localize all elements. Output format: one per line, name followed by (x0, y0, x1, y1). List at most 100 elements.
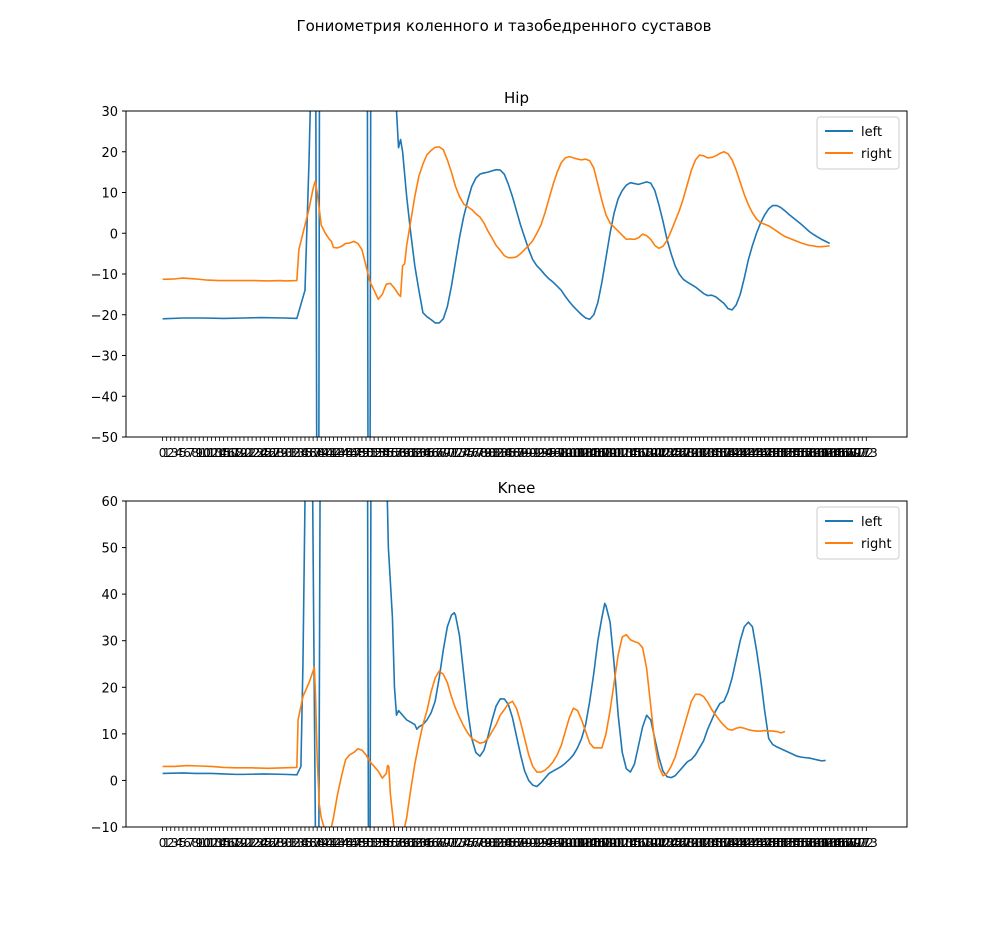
knee-axes-frame (125, 500, 908, 828)
hip-xtick-label: 70 (440, 446, 455, 460)
hip-xtick-label: 48 (350, 446, 365, 460)
knee-xtick-label: 145 (741, 836, 764, 850)
knee-xtick-label: 41 (322, 836, 337, 850)
knee-xtick-label: 150 (761, 836, 784, 850)
hip-axes: Hip−50−40−30−20−100102030012345678910111… (91, 89, 908, 460)
hip-xtick-label: 140 (721, 446, 744, 460)
hip-xtick-label: 57 (387, 446, 402, 460)
hip-xtick-label: 3 (171, 446, 179, 460)
hip-xtick-label: 138 (713, 446, 736, 460)
knee-xtick-label: 119 (635, 836, 658, 850)
hip-xtick-label: 108 (590, 446, 613, 460)
knee-xtick-label: 172 (851, 836, 874, 850)
knee-xtick-label: 59 (395, 836, 410, 850)
hip-xtick-label: 134 (696, 446, 719, 460)
hip-xtick-label: 60 (399, 446, 414, 460)
knee-xtick-label: 160 (802, 836, 825, 850)
knee-xtick-label: 121 (643, 836, 666, 850)
knee-ytick-label: 60 (101, 495, 118, 510)
hip-xtick-label: 104 (574, 446, 597, 460)
hip-ytick-label: −20 (91, 309, 118, 324)
hip-xtick-label: 29 (273, 446, 288, 460)
hip-xtick-label: 44 (334, 446, 349, 460)
hip-xtick-label: 135 (700, 446, 723, 460)
hip-xtick-label: 97 (550, 446, 565, 460)
knee-legend-label-right: right (861, 537, 892, 552)
hip-xtick-label: 51 (362, 446, 377, 460)
hip-xtick-label: 156 (786, 446, 809, 460)
knee-xtick-label: 153 (774, 836, 797, 850)
hip-xtick-label: 142 (729, 446, 752, 460)
knee-xtick-label: 82 (489, 836, 504, 850)
knee-xtick-label: 33 (289, 836, 304, 850)
hip-xtick-label: 95 (541, 446, 556, 460)
knee-ytick-label: 0 (110, 774, 118, 789)
hip-xtick-label: 39 (314, 446, 329, 460)
knee-xtick-label: 86 (505, 836, 520, 850)
knee-xtick-label: 151 (765, 836, 788, 850)
knee-xtick-label: 2 (167, 836, 175, 850)
hip-xtick-label: 106 (582, 446, 605, 460)
knee-xtick-label: 163 (814, 836, 837, 850)
knee-xtick-label: 99 (558, 836, 573, 850)
knee-xtick-label: 63 (411, 836, 426, 850)
knee-xtick-label: 48 (350, 836, 365, 850)
knee-xtick-label: 147 (749, 836, 772, 850)
hip-ytick-label: 30 (101, 105, 118, 120)
hip-chart-title: Hip (504, 89, 529, 107)
hip-xtick-label: 73 (452, 446, 467, 460)
hip-xtick-label: 5 (179, 446, 187, 460)
hip-xtick-label: 98 (554, 446, 569, 460)
hip-xtick-label: 59 (395, 446, 410, 460)
knee-xtick-label: 112 (607, 836, 630, 850)
knee-xtick-label: 30 (277, 836, 292, 850)
hip-xtick-label: 172 (851, 446, 874, 460)
hip-xtick-label: 107 (586, 446, 609, 460)
hip-xtick-label: 88 (513, 446, 528, 460)
hip-xtick-label: 137 (708, 446, 731, 460)
knee-xtick-label: 83 (493, 836, 508, 850)
hip-xtick-label: 173 (855, 446, 878, 460)
knee-xtick-label: 170 (843, 836, 866, 850)
knee-xtick-label: 88 (513, 836, 528, 850)
knee-xtick-label: 12 (204, 836, 219, 850)
hip-xtick-label: 139 (717, 446, 740, 460)
hip-xtick-label: 30 (277, 446, 292, 460)
hip-xtick-label: 124 (656, 446, 679, 460)
hip-xtick-label: 77 (468, 446, 483, 460)
hip-xtick-label: 4 (175, 446, 183, 460)
knee-xtick-label: 146 (745, 836, 768, 850)
hip-xtick-label: 72 (448, 446, 463, 460)
hip-xtick-label: 171 (847, 446, 870, 460)
hip-xtick-label: 128 (672, 446, 695, 460)
knee-xtick-label: 106 (582, 836, 605, 850)
hip-xtick-label: 154 (778, 446, 801, 460)
hip-xtick-label: 31 (281, 446, 296, 460)
hip-xtick-label: 34 (293, 446, 308, 460)
hip-xtick-label: 1 (163, 446, 171, 460)
hip-xtick-label: 148 (753, 446, 776, 460)
hip-xtick-label: 118 (631, 446, 654, 460)
knee-xtick-label: 23 (249, 836, 264, 850)
hip-xtick-label: 56 (383, 446, 398, 460)
hip-xtick-label: 144 (737, 446, 760, 460)
figure-title: Гониометрия коленного и тазобедренного с… (296, 17, 711, 35)
knee-ytick-label: 10 (101, 728, 118, 743)
knee-xtick-label: 66 (423, 836, 438, 850)
knee-ytick-label: 30 (101, 635, 118, 650)
knee-xtick-label: 44 (334, 836, 349, 850)
hip-xtick-label: 149 (757, 446, 780, 460)
knee-axes: Knee−10010203040506001234567891011121314… (91, 479, 908, 850)
hip-xtick-label: 15 (216, 446, 231, 460)
knee-xtick-label: 91 (525, 836, 540, 850)
knee-xtick-label: 141 (725, 836, 748, 850)
hip-xtick-label: 0 (159, 446, 167, 460)
knee-xtick-label: 102 (566, 836, 589, 850)
knee-xtick-label: 46 (342, 836, 357, 850)
knee-xtick-label: 104 (574, 836, 597, 850)
hip-xtick-label: 68 (432, 446, 447, 460)
hip-xtick-label: 10 (196, 446, 211, 460)
knee-xtick-label: 114 (615, 836, 638, 850)
hip-xtick-label: 40 (318, 446, 333, 460)
hip-xtick-label: 79 (476, 446, 491, 460)
